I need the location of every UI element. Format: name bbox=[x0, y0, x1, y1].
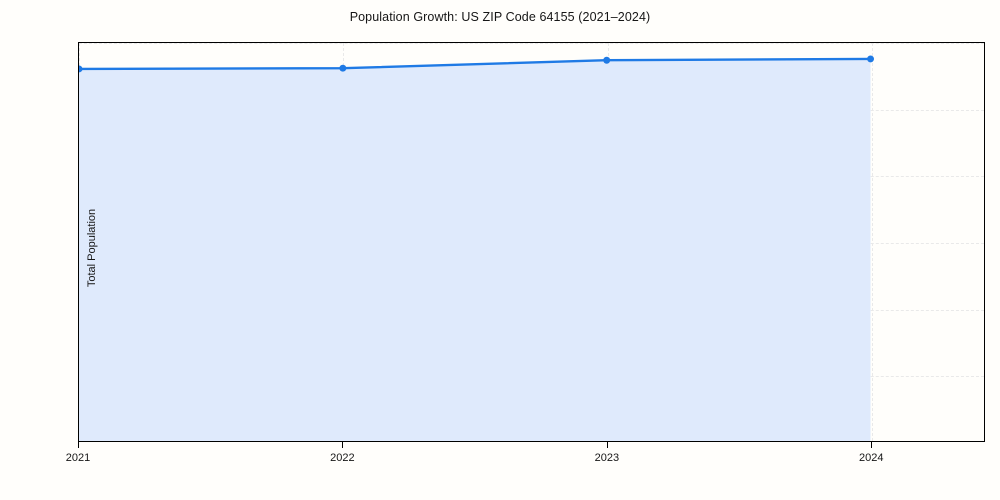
data-point-2023 bbox=[603, 56, 611, 64]
y-axis-label: Total Population bbox=[86, 208, 98, 288]
x-tick-mark-2021 bbox=[78, 442, 79, 448]
chart-title: Population Growth: US ZIP Code 64155 (20… bbox=[349, 10, 651, 24]
x-tick-label-2022: 2022 bbox=[330, 452, 355, 464]
series-layer bbox=[79, 55, 875, 441]
x-tick-mark-2022 bbox=[342, 442, 344, 448]
x-tick-mark-2023 bbox=[606, 442, 608, 448]
population-line-path bbox=[79, 57, 872, 71]
data-point-2024 bbox=[867, 55, 875, 63]
gridline-x-2024 bbox=[872, 43, 874, 441]
gridline-y-30000 bbox=[79, 43, 984, 44]
data-point-markers bbox=[79, 55, 875, 73]
axis-decorations: Total Population 05,00010,00015,00020,00… bbox=[66, 42, 985, 464]
plot-area bbox=[78, 42, 985, 442]
x-tick-mark-2024 bbox=[871, 442, 873, 448]
x-tick-label-2024: 2024 bbox=[859, 452, 884, 464]
data-point-2022 bbox=[339, 64, 347, 72]
data-point-2021 bbox=[79, 65, 83, 73]
x-tick-label-2021: 2021 bbox=[65, 452, 91, 464]
area-fill-path bbox=[79, 58, 871, 441]
x-tick-label-2023: 2023 bbox=[594, 452, 620, 464]
